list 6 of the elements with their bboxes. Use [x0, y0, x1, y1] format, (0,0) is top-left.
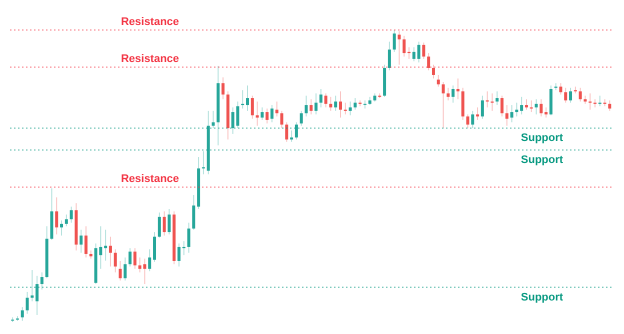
ref-line-label: Resistance — [120, 53, 180, 66]
ref-line-label: Support — [520, 291, 564, 304]
ref-line-label: Resistance — [120, 16, 180, 28]
ref-line-label: Support — [520, 132, 564, 144]
ref-line-label: Resistance — [120, 173, 180, 186]
ref-line-label: Support — [520, 154, 564, 166]
